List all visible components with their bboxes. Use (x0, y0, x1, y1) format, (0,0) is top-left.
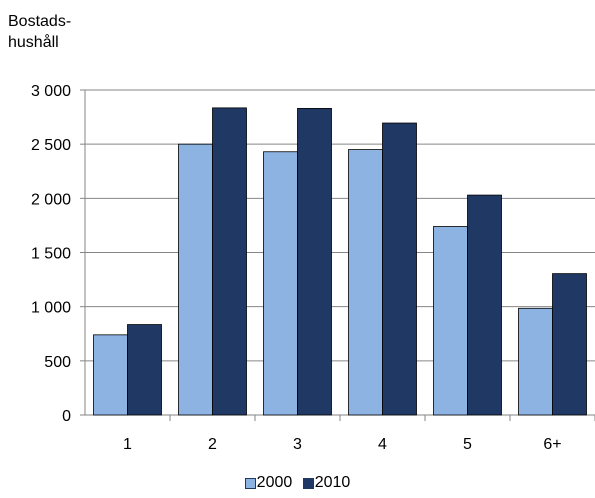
y-tick-label: 1 000 (31, 300, 71, 317)
legend-swatch-2000 (244, 477, 256, 489)
legend-label-2000: 2000 (256, 474, 293, 491)
bar-2010-2 (212, 107, 247, 416)
bar-2000-2 (178, 143, 213, 416)
bar-2010-1 (127, 324, 162, 416)
y-tick-label: 500 (44, 354, 71, 371)
y-axis-label: Bostads- hushåll (8, 11, 71, 53)
bar-2000-6+ (518, 307, 553, 416)
bar-2000-4 (348, 149, 383, 416)
bar-2000-3 (263, 151, 298, 416)
y-tick-label: 3 000 (31, 83, 71, 100)
y-axis-label-line-2: hushåll (8, 34, 59, 51)
x-tick-label: 3 (293, 436, 302, 453)
bar-2000-5 (433, 226, 468, 416)
legend-swatch-2010 (302, 477, 314, 489)
bar-2000-1 (93, 334, 128, 416)
x-tick-label: 6+ (543, 436, 561, 453)
legend-item-2010: 2010 (302, 474, 351, 492)
bar-chart: 0 500 1 000 1 500 2 000 2 500 3 000 1 2 3 4 5 6+ (31, 83, 595, 453)
bar-2010-3 (297, 108, 332, 416)
x-tick-label: 5 (463, 436, 472, 453)
x-tick-label: 1 (123, 436, 132, 453)
y-tick-label: 2 500 (31, 137, 71, 154)
legend: 2000 2010 (0, 474, 595, 494)
bar-2010-6+ (552, 273, 587, 416)
x-tick-label: 4 (378, 436, 387, 453)
bar-2010-4 (382, 122, 417, 416)
legend-label-2010: 2010 (314, 474, 351, 491)
y-tick-label: 0 (62, 408, 71, 425)
x-tick-label: 2 (208, 436, 217, 453)
y-tick-label: 1 500 (31, 246, 71, 263)
y-axis-label-line-1: Bostads- (8, 13, 72, 30)
y-tick-label: 2 000 (31, 191, 71, 208)
legend-item-2000: 2000 (244, 474, 293, 492)
bar-2010-5 (467, 194, 502, 416)
